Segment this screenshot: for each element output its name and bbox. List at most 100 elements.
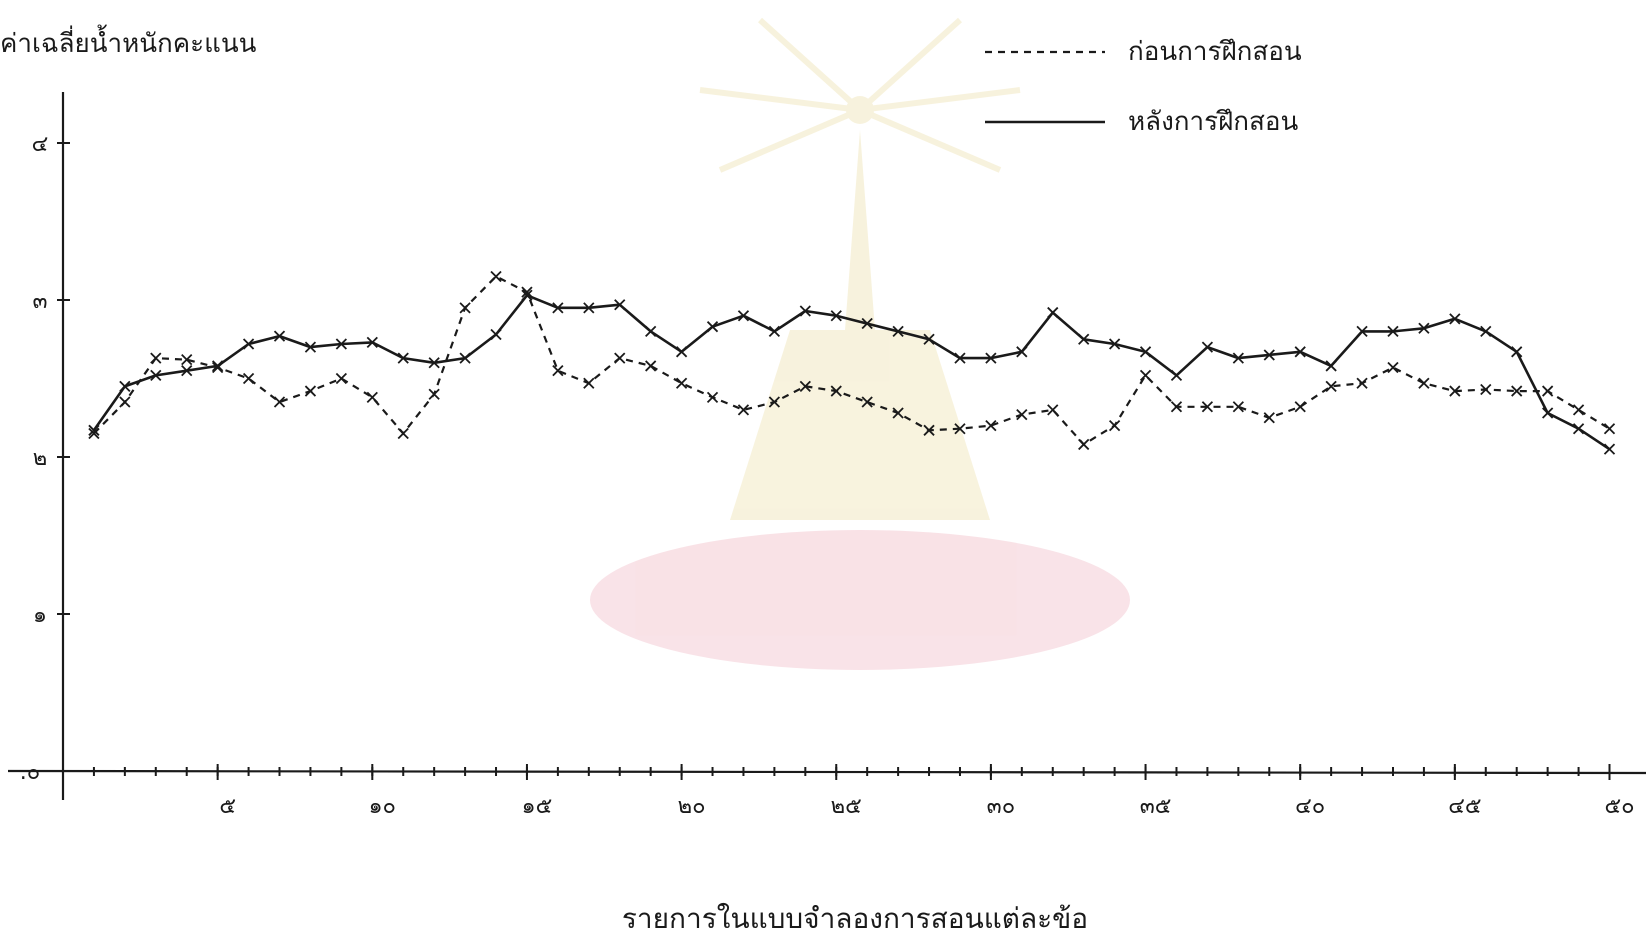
after-data-point [1356, 325, 1368, 338]
after-data-point [1016, 346, 1028, 358]
after-data-point [706, 321, 719, 333]
before-data-point [212, 361, 224, 374]
before-data-point [1139, 369, 1152, 381]
y-tick-label: ๒ [33, 446, 48, 471]
after-data-point [1325, 360, 1337, 372]
x-tick-label: ๑๐ [369, 794, 396, 819]
before-data-point [1201, 401, 1214, 413]
after-data-point [1170, 369, 1183, 381]
after-data-point [1078, 333, 1090, 345]
after-data-point [1294, 346, 1306, 358]
after-data-point [397, 352, 409, 364]
after-data-point [1572, 423, 1585, 435]
after-data-point [366, 336, 378, 349]
after-data-point [923, 333, 935, 345]
after-data-point [521, 289, 533, 301]
before-data-point [1016, 408, 1028, 421]
before-data-point [242, 372, 255, 385]
before-data-point [737, 404, 750, 416]
after-data-point [799, 305, 811, 317]
x-tick-label: ๔๕ [1448, 794, 1481, 819]
after-data-point [614, 299, 626, 311]
data-point-markers [88, 270, 1616, 455]
after-data-point [861, 317, 873, 330]
after-data-point [212, 360, 224, 372]
after-data-point [1387, 325, 1399, 338]
before-data-point [428, 388, 440, 400]
after-data-point [552, 302, 564, 314]
after-data-point [304, 341, 317, 353]
before-data-point [1449, 385, 1461, 397]
before-data-point [1263, 412, 1275, 424]
before-data-point [1542, 385, 1554, 397]
before-data-point [830, 385, 842, 397]
before-data-point [304, 385, 317, 397]
before-data-point [768, 396, 781, 408]
before-data-point [675, 377, 688, 389]
after-data-point [335, 338, 348, 350]
before-data-point [459, 302, 471, 314]
after-data-point [768, 325, 781, 338]
x-tick-label: ๑๕ [522, 794, 553, 819]
y-tick-label: ๔ [32, 132, 49, 157]
after-data-point [583, 302, 595, 314]
before-data-point [397, 427, 409, 440]
after-data-point [954, 352, 966, 364]
y-tick-label: ๑ [33, 603, 47, 628]
before-data-point [1170, 401, 1183, 413]
after-data-point [830, 310, 842, 322]
before-data-point [273, 396, 286, 408]
after-data-point [1480, 325, 1492, 338]
watermark-emblem [590, 17, 1130, 670]
after-data-point [150, 369, 162, 381]
x-tick-label: ๕ [219, 794, 236, 819]
after-data-point [1108, 338, 1121, 350]
after-data-point [1201, 341, 1214, 353]
after-data-point [119, 380, 131, 392]
x-axis-label: รายการในแบบจำลองการสอนแต่ละข้อ [622, 902, 1088, 935]
x-minor-ticks [92, 767, 1611, 776]
legend-label-after: หลังการฝึกสอน [1128, 107, 1299, 137]
legend-label-before: ก่อนการฝึกสอน [1128, 37, 1302, 67]
x-tick-label: ๒๕ [831, 794, 862, 819]
before-data-point [1572, 404, 1585, 416]
after-data-point [428, 357, 440, 369]
before-data-point [1418, 377, 1430, 389]
x-axis [7, 769, 1646, 775]
legend: ก่อนการฝึกสอน หลังการฝึกสอน [985, 37, 1302, 137]
before-data-point [1078, 438, 1090, 451]
y-tick-label: .๐ [20, 760, 40, 785]
x-tick-label: ๔๐ [1295, 794, 1325, 819]
before-data-point [583, 377, 595, 389]
before-data-point [923, 424, 935, 436]
y-tick-label: ๓ [32, 289, 47, 314]
x-tick-label: ๒๐ [678, 794, 706, 819]
y-axis-label: ค่าเฉลี่ยน้ำหนักคะแนน [0, 24, 257, 59]
before-data-point [181, 354, 193, 366]
before-data-point [1232, 401, 1244, 413]
before-data-point [552, 365, 564, 377]
after-data-point [242, 338, 255, 350]
before-data-point [861, 396, 873, 408]
after-data-point [675, 346, 688, 358]
after-data-point [645, 325, 657, 338]
after-data-point [1542, 407, 1554, 419]
after-data-point [1511, 346, 1523, 358]
before-data-point [150, 352, 162, 364]
before-data-point [985, 419, 997, 432]
after-data-point [459, 352, 471, 364]
before-data-point [1047, 404, 1059, 416]
after-data-point [88, 424, 100, 436]
before-data-point [88, 427, 100, 440]
y-ticks: .๐ ๑ ๒ ๓ ๔ [20, 132, 70, 785]
before-data-point [645, 360, 657, 372]
after-data-point [1263, 349, 1275, 361]
x-tick-label: ๓๕ [1140, 794, 1172, 819]
before-data-point [614, 352, 626, 364]
before-data-point [1294, 401, 1306, 413]
after-data-point [1232, 352, 1244, 364]
x-ticks: ๕ ๑๐ ๑๕ ๒๐ ๒๕ ๓๐ ๓๕ ๔๐ ๔๕ ๕๐ [216, 764, 1635, 819]
after-data-point [985, 352, 997, 364]
before-data-point [521, 286, 533, 298]
